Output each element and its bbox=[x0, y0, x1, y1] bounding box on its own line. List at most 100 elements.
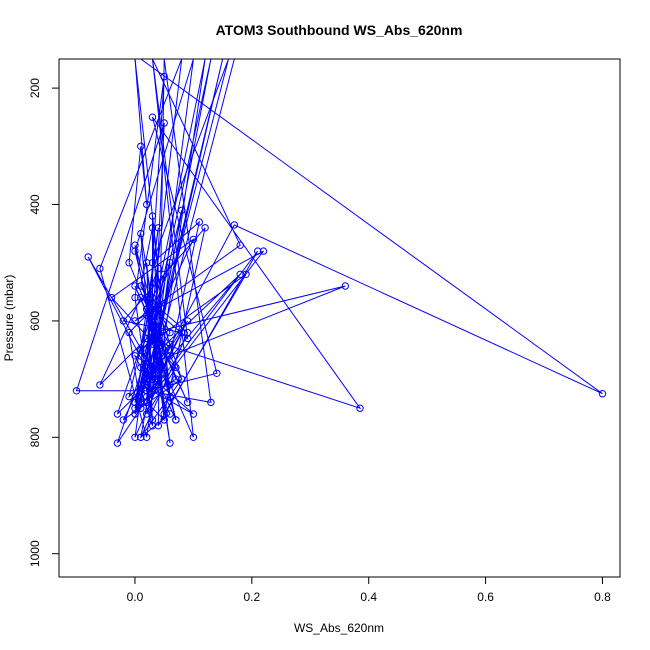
data-point bbox=[137, 293, 145, 302]
x-tick-label: 0.2 bbox=[244, 590, 261, 604]
x-axis: 0.0 0.2 0.4 0.6 0.8 bbox=[127, 576, 611, 604]
data-point bbox=[143, 200, 151, 209]
data-point bbox=[137, 346, 145, 354]
series-line-4 bbox=[122, 59, 194, 444]
data-point bbox=[137, 282, 145, 290]
data-point bbox=[131, 317, 139, 325]
x-tick-label: 0.6 bbox=[477, 590, 494, 604]
data-point bbox=[131, 241, 139, 249]
data-point bbox=[236, 270, 244, 278]
data-point bbox=[341, 282, 349, 290]
data-point bbox=[148, 422, 157, 430]
data-point bbox=[172, 416, 180, 424]
data-point bbox=[143, 259, 151, 267]
chart-title: ATOM3 Southbound WS_Abs_620nm bbox=[216, 22, 463, 38]
data-point bbox=[113, 410, 122, 418]
data-point bbox=[172, 363, 180, 372]
data-point bbox=[148, 224, 157, 232]
x-tick-label: 0.4 bbox=[360, 590, 377, 604]
data-point bbox=[172, 375, 180, 383]
data-point bbox=[183, 328, 192, 337]
plot-area bbox=[72, 59, 607, 447]
x-tick-label: 0.0 bbox=[127, 590, 144, 604]
data-point bbox=[148, 387, 157, 395]
data-point bbox=[143, 334, 151, 343]
data-point bbox=[131, 282, 139, 290]
data-point bbox=[143, 305, 151, 313]
data-point bbox=[96, 381, 104, 389]
y-axis-label: Pressure (mbar) bbox=[2, 275, 16, 362]
data-point bbox=[195, 218, 204, 226]
data-point bbox=[154, 264, 163, 273]
data-point bbox=[137, 404, 145, 412]
data-point bbox=[160, 346, 168, 354]
y-axis: 200 400 600 800 1000 bbox=[28, 78, 60, 567]
data-point bbox=[242, 270, 250, 278]
y-tick-label: 1000 bbox=[28, 540, 42, 567]
data-point bbox=[154, 422, 163, 430]
data-point bbox=[148, 375, 157, 383]
data-point bbox=[189, 235, 198, 244]
data-point bbox=[160, 416, 168, 424]
data-point bbox=[148, 293, 157, 302]
data-point bbox=[119, 416, 128, 424]
data-point bbox=[131, 433, 139, 441]
data-point bbox=[183, 334, 192, 343]
data-point bbox=[131, 352, 139, 360]
data-point bbox=[137, 381, 145, 389]
data-point bbox=[166, 259, 174, 267]
data-point bbox=[166, 410, 174, 418]
series-line-2 bbox=[99, 59, 603, 426]
x-axis-label: WS_Abs_620nm bbox=[294, 621, 384, 635]
data-point bbox=[154, 317, 163, 325]
data-point bbox=[178, 375, 186, 383]
data-point bbox=[137, 398, 145, 407]
data-point bbox=[137, 433, 145, 441]
data-point bbox=[259, 247, 268, 255]
data-point bbox=[107, 293, 116, 302]
data-point bbox=[166, 381, 174, 389]
data-point bbox=[137, 142, 145, 151]
data-point bbox=[148, 113, 157, 121]
data-point bbox=[119, 317, 128, 325]
data-point bbox=[143, 398, 151, 407]
data-point bbox=[183, 398, 192, 407]
y-tick-label: 800 bbox=[28, 427, 42, 447]
data-point bbox=[598, 390, 607, 398]
data-point bbox=[125, 392, 133, 401]
data-point bbox=[148, 323, 157, 331]
data-point bbox=[137, 363, 145, 372]
data-point bbox=[154, 328, 163, 337]
data-point bbox=[131, 293, 139, 302]
data-point bbox=[213, 369, 221, 377]
data-point bbox=[113, 439, 122, 447]
data-point bbox=[143, 311, 151, 319]
data-point bbox=[166, 439, 174, 447]
y-tick-label: 400 bbox=[28, 194, 42, 214]
data-point bbox=[143, 369, 151, 377]
data-point bbox=[96, 264, 104, 273]
data-point bbox=[154, 363, 163, 372]
data-point bbox=[236, 241, 244, 249]
data-point bbox=[201, 224, 209, 232]
data-point bbox=[72, 387, 81, 395]
data-point bbox=[189, 433, 198, 441]
data-point bbox=[160, 270, 168, 278]
data-point bbox=[143, 293, 151, 302]
data-point bbox=[125, 259, 133, 267]
data-point bbox=[137, 229, 145, 238]
data-point bbox=[189, 410, 198, 418]
x-tick-label: 0.8 bbox=[594, 590, 611, 604]
data-point bbox=[166, 328, 174, 337]
data-point bbox=[356, 404, 364, 412]
data-point bbox=[230, 221, 239, 229]
data-point bbox=[166, 340, 174, 348]
data-point bbox=[207, 398, 215, 407]
data-point bbox=[254, 247, 262, 255]
y-tick-label: 200 bbox=[28, 78, 42, 98]
data-point bbox=[125, 328, 133, 337]
data-point bbox=[84, 253, 92, 261]
data-point bbox=[148, 317, 157, 325]
y-tick-label: 600 bbox=[28, 311, 42, 331]
